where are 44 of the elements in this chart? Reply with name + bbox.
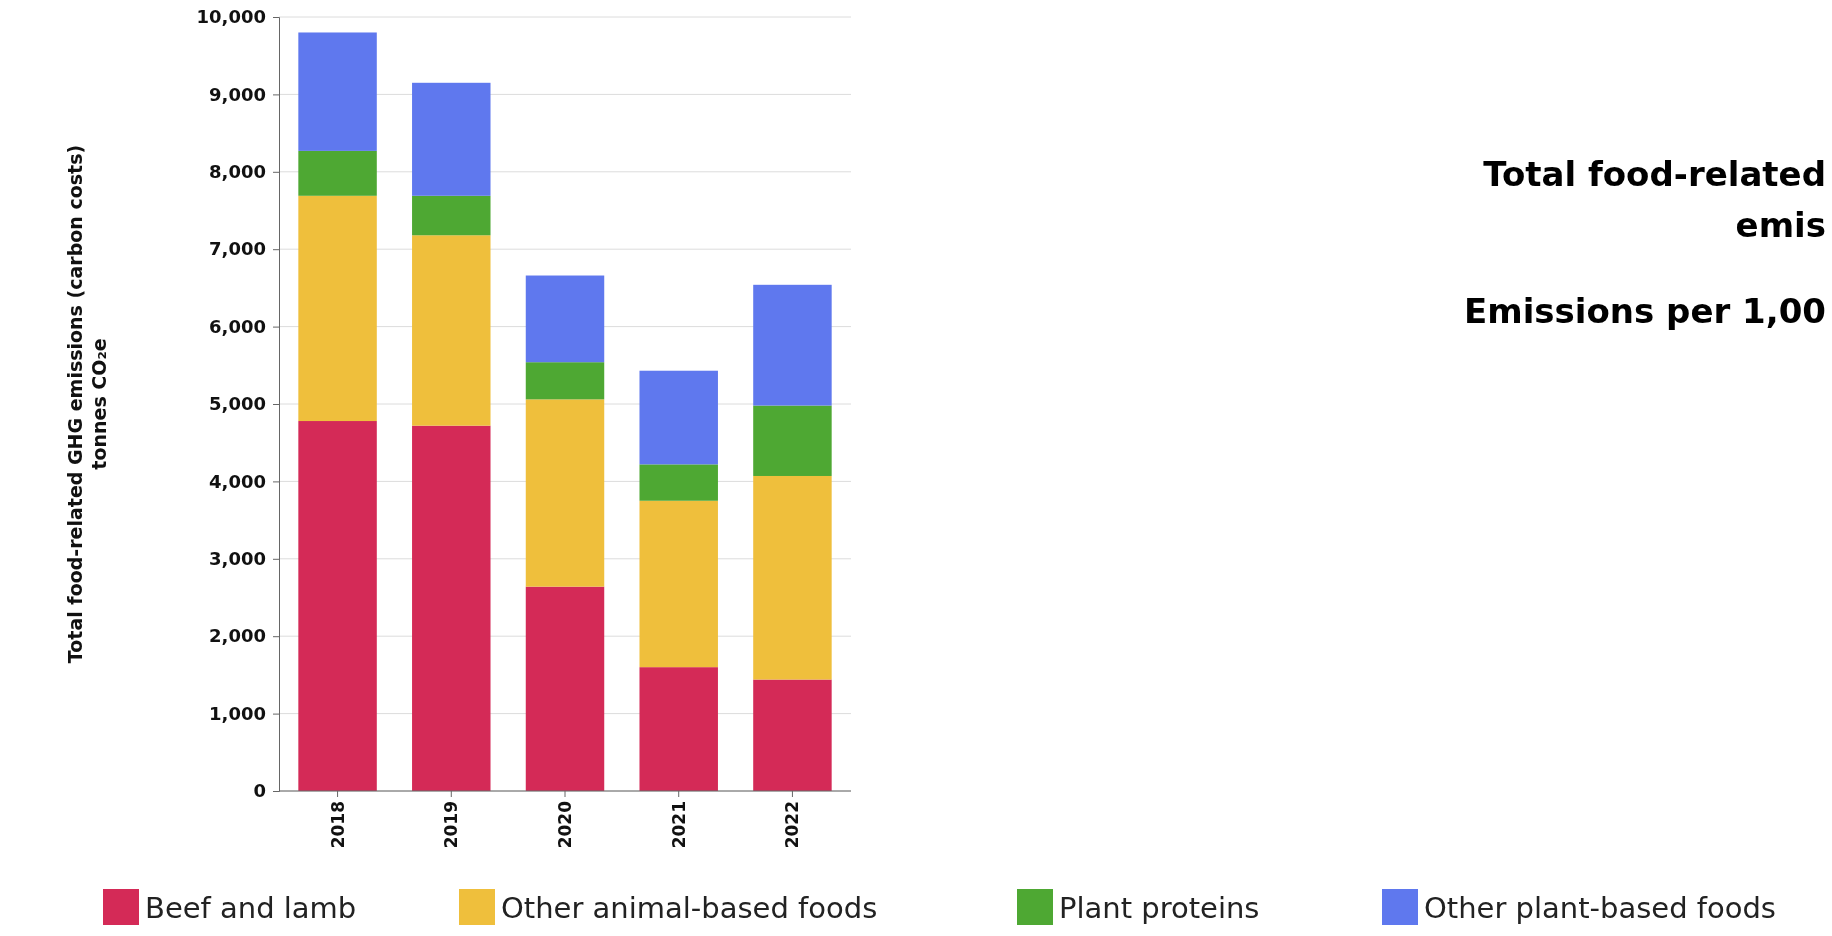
bar: [525, 275, 605, 363]
y-tick-label: 5,000: [209, 393, 266, 415]
x-tick-label: 2022: [782, 801, 803, 849]
text: emis: [1735, 205, 1826, 245]
bar: [753, 405, 832, 476]
legend-label: Beef and lamb: [145, 891, 357, 925]
x-tick-label: 2019: [441, 801, 462, 849]
y-tick-label: 9,000: [209, 83, 266, 105]
y-tick-label: 1,000: [209, 702, 266, 724]
y-tick-label: 7,000: [209, 238, 266, 260]
bar: [639, 500, 718, 668]
y-tick-label: 8,000: [209, 161, 266, 183]
bar: [298, 32, 377, 151]
bar: [298, 421, 377, 791]
text: Emissions per 1,00: [1464, 291, 1826, 331]
bar: [639, 370, 718, 465]
x-tick-label: 2020: [554, 800, 575, 849]
bar: [753, 475, 832, 680]
bar: [525, 399, 605, 587]
y-tick-label: 2,000: [209, 625, 266, 647]
y-tick-label: 6,000: [209, 315, 266, 337]
legend-label: Other plant-based foods: [1424, 891, 1776, 925]
bar: [412, 425, 491, 791]
y-tick-label: 3,000: [209, 548, 266, 570]
legend-label: Other animal-based foods: [501, 891, 878, 925]
text: Total food-related: [1483, 154, 1826, 194]
y-tick-label: 4,000: [209, 470, 266, 492]
y-tick-label: 10,000: [196, 6, 266, 28]
x-tick-label: 2021: [668, 801, 689, 849]
y-axis-title: Total food-related GHG emissions (carbon costs) tonnes CO₂e: [64, 144, 110, 664]
bar: [412, 235, 491, 426]
legend-label: Plant proteins: [1059, 891, 1260, 925]
bar: [412, 82, 491, 196]
bar: [639, 667, 718, 791]
bar: [412, 195, 491, 236]
bar: [753, 284, 832, 406]
bar: [753, 679, 832, 791]
bar: [525, 362, 605, 400]
bar: [298, 150, 377, 196]
x-tick-label: 2018: [327, 801, 348, 849]
y-tick-label: 0: [253, 780, 266, 802]
bar: [639, 464, 718, 501]
bar: [298, 195, 377, 422]
bar: [525, 586, 605, 791]
